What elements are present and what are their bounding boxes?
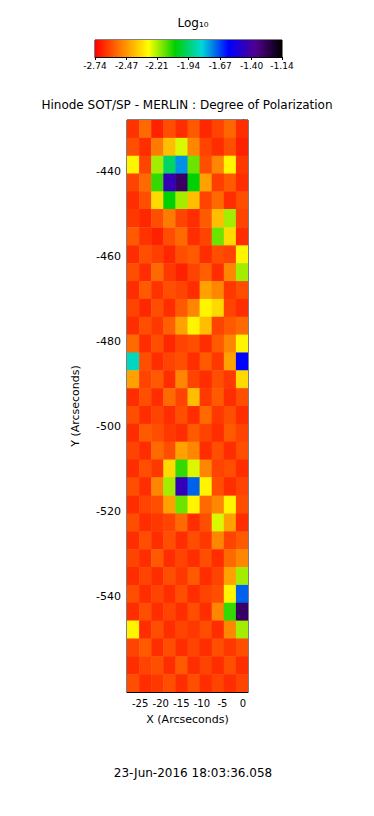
svg-text:-2.74: -2.74 xyxy=(83,61,107,71)
svg-text:Hinode SOT/SP - MERLIN : Degre: Hinode SOT/SP - MERLIN : Degree of Polar… xyxy=(41,98,332,112)
svg-text:-1.67: -1.67 xyxy=(208,61,231,71)
svg-text:-520: -520 xyxy=(96,505,121,518)
svg-text:-1.94: -1.94 xyxy=(177,61,201,71)
svg-text:-480: -480 xyxy=(96,335,121,348)
svg-text:-20: -20 xyxy=(153,698,169,709)
svg-text:Y (Arcseconds): Y (Arcseconds) xyxy=(69,365,82,448)
svg-text:-15: -15 xyxy=(173,698,189,709)
svg-text:-460: -460 xyxy=(96,250,121,263)
svg-text:-2.47: -2.47 xyxy=(115,61,138,71)
svg-text:Log₁₀: Log₁₀ xyxy=(177,16,208,30)
svg-text:23-Jun-2016 18:03:36.058: 23-Jun-2016 18:03:36.058 xyxy=(114,766,272,780)
svg-text:-10: -10 xyxy=(194,698,210,709)
svg-text:-1.40: -1.40 xyxy=(240,61,264,71)
svg-text:-5: -5 xyxy=(217,698,227,709)
svg-text:-1.14: -1.14 xyxy=(270,61,294,71)
svg-text:-2.21: -2.21 xyxy=(145,61,168,71)
svg-text:0: 0 xyxy=(240,698,246,709)
svg-text:-500: -500 xyxy=(96,420,121,433)
svg-text:-25: -25 xyxy=(132,698,148,709)
svg-text:X (Arcseconds): X (Arcseconds) xyxy=(146,713,228,726)
svg-text:-440: -440 xyxy=(96,165,121,178)
svg-text:-540: -540 xyxy=(96,590,121,603)
